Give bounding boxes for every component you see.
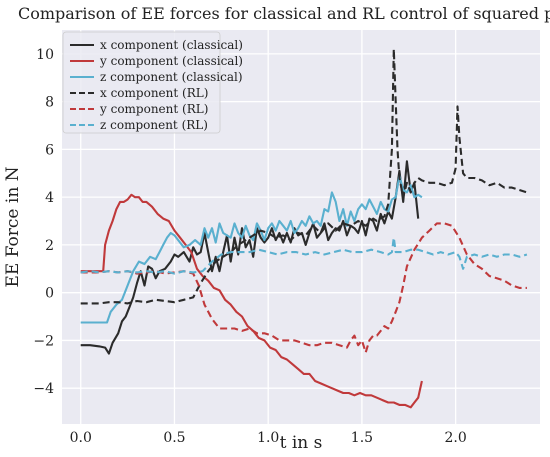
legend-label-3: z component (classical) <box>100 70 243 84</box>
x-tick-label: 0.0 <box>70 430 92 446</box>
x-tick-label: 0.5 <box>163 430 185 446</box>
legend: x component (classical) y component (clas… <box>62 31 243 134</box>
legend-box <box>62 31 221 134</box>
legend-label-6: z component (RL) <box>100 118 208 132</box>
x-axis-label: t in s <box>280 433 323 453</box>
legend-label-5: y component (RL) <box>99 102 208 116</box>
y-tick-label: −4 <box>33 381 54 397</box>
legend-label-1: x component (classical) <box>100 38 243 52</box>
x-tick-label: 1.0 <box>257 430 279 446</box>
y-axis-label: EE Force in N <box>3 166 23 287</box>
series-line-3 <box>80 174 423 324</box>
legend-label-2: y component (classical) <box>99 54 243 68</box>
series-line-1 <box>80 160 420 355</box>
series-line-4 <box>80 48 528 305</box>
series-lines <box>80 48 528 409</box>
series-line-6 <box>80 236 528 275</box>
x-tick-label: 2.0 <box>445 430 467 446</box>
y-tick-label: 2 <box>45 238 54 254</box>
y-tick-label: 4 <box>45 190 54 206</box>
y-tick-label: 6 <box>45 142 54 158</box>
y-tick-label: −2 <box>33 333 54 349</box>
tick-labels: 0.0 0.5 1.0 1.5 2.0 −4 −2 0 2 4 6 8 10 <box>33 47 466 446</box>
legend-label-4: x component (RL) <box>100 86 208 100</box>
legend-entries: x component (classical) y component (clas… <box>70 38 243 132</box>
y-tick-label: 10 <box>36 47 54 63</box>
y-tick-label: 8 <box>45 95 54 111</box>
y-tick-label: 0 <box>45 286 54 302</box>
x-tick-label: 1.5 <box>351 430 373 446</box>
chart-title: Comparison of EE forces for classical an… <box>18 4 550 23</box>
series-line-2 <box>80 193 423 409</box>
